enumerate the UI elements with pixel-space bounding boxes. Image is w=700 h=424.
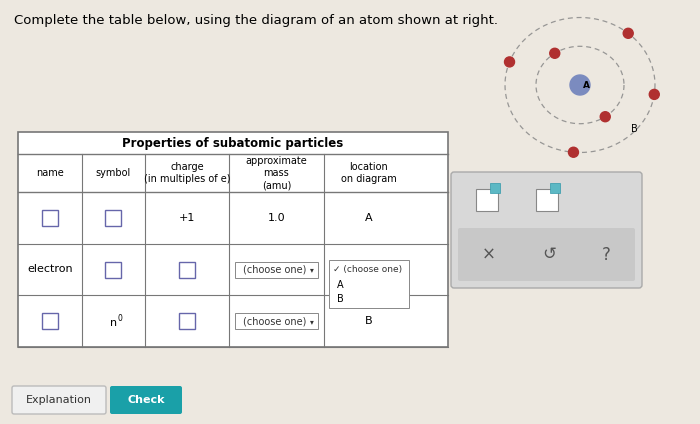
Text: ✓ (choose one): ✓ (choose one) <box>333 265 402 274</box>
Text: (choose one): (choose one) <box>243 316 306 326</box>
Bar <box>329 259 409 307</box>
Text: Properties of subatomic particles: Properties of subatomic particles <box>122 137 344 150</box>
Bar <box>476 189 498 211</box>
Text: ?: ? <box>601 245 610 263</box>
Circle shape <box>650 89 659 99</box>
Bar <box>234 262 318 277</box>
Bar <box>550 183 560 193</box>
Text: (choose one): (choose one) <box>243 265 306 274</box>
Text: electron: electron <box>27 265 73 274</box>
FancyBboxPatch shape <box>110 386 182 414</box>
Text: ×: × <box>482 245 496 263</box>
Bar <box>42 313 58 329</box>
Bar <box>179 262 195 277</box>
Text: Explanation: Explanation <box>26 395 92 405</box>
Circle shape <box>570 75 590 95</box>
Text: approximate
mass
(amu): approximate mass (amu) <box>246 156 307 190</box>
Bar <box>106 262 122 277</box>
Text: Check: Check <box>127 395 164 405</box>
FancyBboxPatch shape <box>12 386 106 414</box>
Circle shape <box>600 112 610 122</box>
Text: B: B <box>631 123 638 134</box>
Text: A: A <box>365 213 372 223</box>
Text: name: name <box>36 168 64 178</box>
FancyBboxPatch shape <box>451 172 642 288</box>
Circle shape <box>505 57 514 67</box>
Text: charge
(in multiples of e): charge (in multiples of e) <box>144 162 230 184</box>
Text: A: A <box>583 81 590 90</box>
Bar <box>18 132 448 347</box>
FancyBboxPatch shape <box>458 228 635 281</box>
Text: ↺: ↺ <box>542 245 556 263</box>
Bar <box>179 313 195 329</box>
Text: location
on diagram: location on diagram <box>341 162 397 184</box>
Circle shape <box>568 147 578 157</box>
Text: B: B <box>337 295 344 304</box>
Bar <box>536 189 558 211</box>
Circle shape <box>623 28 634 38</box>
Bar <box>490 183 500 193</box>
Text: n: n <box>110 318 117 328</box>
Text: Complete the table below, using the diagram of an atom shown at right.: Complete the table below, using the diag… <box>14 14 498 27</box>
Bar <box>42 210 58 226</box>
Bar <box>106 210 122 226</box>
Text: ▾: ▾ <box>310 317 314 326</box>
Text: symbol: symbol <box>96 168 131 178</box>
Text: 0: 0 <box>117 314 122 323</box>
Text: 1.0: 1.0 <box>267 213 285 223</box>
Text: ▾: ▾ <box>310 265 314 274</box>
Text: +1: +1 <box>179 213 195 223</box>
Text: A: A <box>337 281 344 290</box>
Bar <box>234 313 318 329</box>
Text: B: B <box>365 316 372 326</box>
Circle shape <box>550 48 560 58</box>
